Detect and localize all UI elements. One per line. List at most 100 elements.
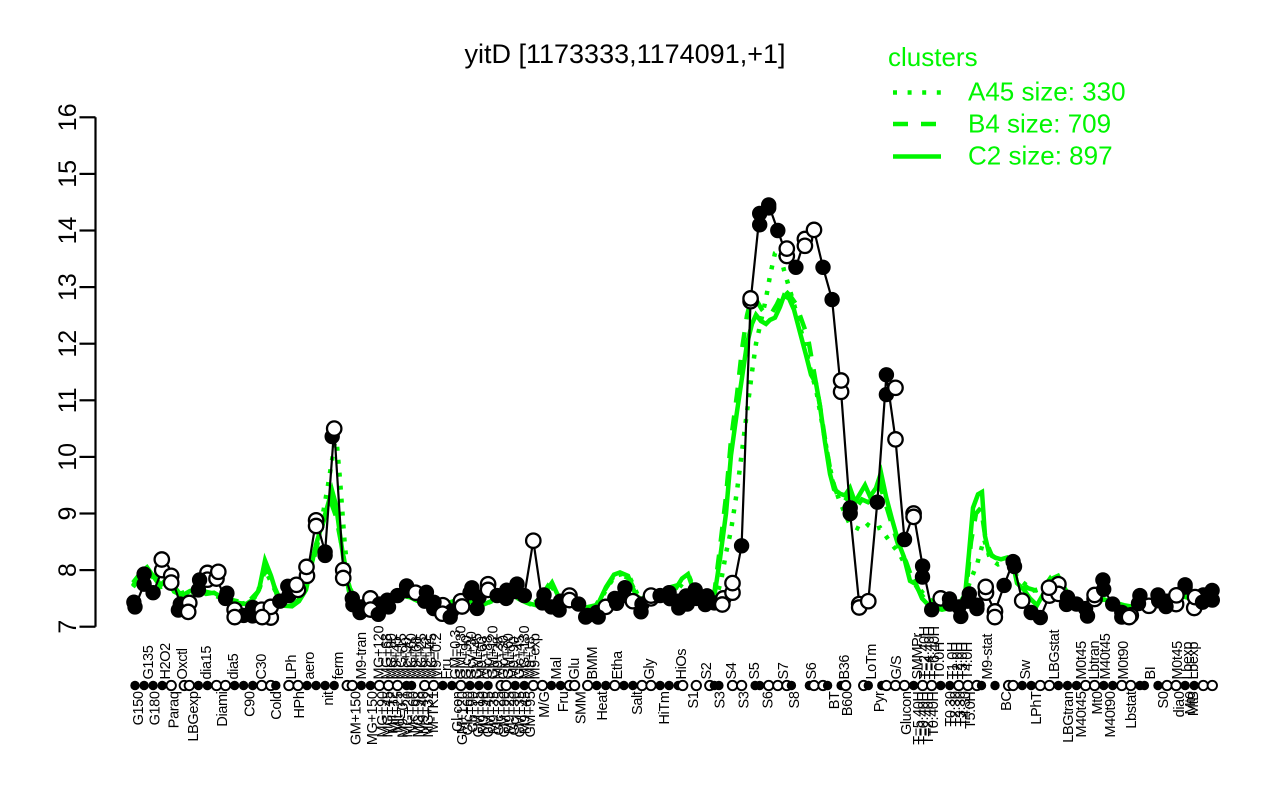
svg-text:Mlt+25: Mlt+25: [391, 691, 407, 733]
svg-text:Gly: Gly: [642, 658, 658, 680]
svg-text:Lbtran: Lbtran: [1087, 640, 1103, 679]
svg-text:MG+45: MG+45: [424, 633, 440, 679]
svg-text:Gl-con: Gl-con: [450, 691, 466, 732]
svg-text:S5: S5: [747, 662, 763, 679]
svg-text:M9+45: M9+45: [389, 636, 405, 679]
svg-text:11: 11: [54, 387, 82, 413]
svg-text:GM+150: GM+150: [349, 691, 365, 745]
svg-text:T=2.40H: T=2.40H: [921, 692, 937, 745]
svg-text:14: 14: [54, 217, 82, 245]
svg-text:Mc+90: Mc+90: [399, 637, 415, 679]
svg-text:MG+150: MG+150: [365, 691, 381, 745]
svg-text:SMM: SMM: [574, 692, 590, 725]
svg-text:M9+28: M9+28: [491, 636, 507, 679]
svg-text:Mal: Mal: [549, 657, 565, 679]
svg-text:15: 15: [54, 160, 82, 188]
svg-text:Mt0: Mt0: [1090, 691, 1106, 714]
svg-text:LBGexp: LBGexp: [186, 691, 202, 741]
svg-text:Glucon: Glucon: [899, 691, 915, 735]
svg-text:16: 16: [54, 103, 82, 131]
svg-text:Gcv+30: Gcv+30: [464, 631, 480, 679]
svg-text:T0.0H: T0.0H: [932, 642, 948, 680]
svg-text:LPh: LPh: [284, 655, 300, 680]
svg-text:Sw: Sw: [1018, 659, 1034, 679]
svg-text:BT: BT: [827, 691, 843, 709]
svg-text:GM+15: GM+15: [471, 691, 487, 737]
svg-text:H2O2: H2O2: [158, 643, 174, 680]
svg-text:Heat: Heat: [595, 691, 611, 720]
svg-text:M9+12: M9+12: [419, 636, 435, 679]
svg-text:GM+120: GM+120: [485, 626, 501, 680]
svg-text:10: 10: [54, 443, 82, 471]
svg-text:BI: BI: [1143, 667, 1159, 680]
svg-text:MG+15: MG+15: [394, 633, 410, 679]
svg-text:M9-stat: M9-stat: [980, 634, 996, 680]
svg-text:Glc+45: Glc+45: [512, 635, 528, 679]
svg-text:MG+45: MG+45: [380, 691, 396, 737]
svg-text:M40t45: M40t45: [1098, 633, 1114, 679]
svg-text:S3: S3: [737, 691, 753, 708]
svg-text:MG+90: MG+90: [375, 691, 391, 737]
svg-text:S6: S6: [761, 691, 777, 708]
svg-text:dia0: dia0: [1172, 691, 1188, 717]
svg-text:M9+35: M9+35: [486, 691, 502, 734]
svg-text:Gci+30: Gci+30: [507, 691, 523, 735]
svg-text:9: 9: [54, 507, 82, 521]
svg-text:LoTm: LoTm: [864, 644, 880, 680]
svg-text:Fru: Fru: [556, 691, 572, 712]
svg-text:Glc+90: Glc+90: [459, 635, 475, 679]
svg-text:T=2.40H: T=2.40H: [917, 626, 933, 679]
svg-text:Cb+90: Cb+90: [466, 691, 482, 732]
svg-text:M40t90: M40t90: [1103, 691, 1119, 737]
svg-text:Glu: Glu: [567, 658, 583, 680]
svg-text:M9=0.2: M9=0.2: [429, 633, 445, 680]
svg-text:T2.0H: T2.0H: [950, 642, 966, 680]
svg-text:M9+90: M9+90: [507, 636, 523, 679]
svg-text:MG+120: MG+120: [372, 626, 388, 680]
svg-text:ferm: ferm: [331, 652, 347, 680]
svg-text:HiOs: HiOs: [674, 649, 690, 680]
svg-text:MG+130: MG+130: [517, 626, 533, 680]
svg-text:T2.30: T2.30: [948, 691, 964, 726]
svg-text:GM+35: GM+35: [512, 691, 528, 737]
svg-text:M0t45: M0t45: [1170, 641, 1186, 680]
svg-text:Lbexp: Lbexp: [1186, 642, 1202, 680]
svg-text:Mt0: Mt0: [1183, 691, 1199, 714]
svg-text:Glc+88: Glc+88: [480, 635, 496, 679]
svg-text:S4: S4: [724, 662, 740, 679]
svg-text:T3.0H: T3.0H: [955, 642, 971, 680]
svg-text:S6: S6: [804, 662, 820, 679]
svg-text:M9-tran: M9-tran: [354, 632, 370, 679]
svg-text:MG+90: MG+90: [384, 633, 400, 679]
svg-text:T=4.40H: T=4.40H: [922, 626, 938, 679]
svg-text:M40t45: M40t45: [1074, 691, 1090, 737]
svg-text:MtB: MtB: [1186, 692, 1202, 717]
svg-text:Etha: Etha: [610, 650, 626, 680]
svg-text:MG+98: MG+98: [411, 691, 427, 737]
svg-text:M0t45: M0t45: [1074, 641, 1090, 680]
svg-text:Salt: Salt: [630, 691, 646, 715]
svg-text:C90: C90: [243, 691, 259, 717]
svg-text:nit: nit: [321, 691, 337, 705]
svg-text:GM+120: GM+120: [455, 691, 471, 745]
svg-text:LBGstat: LBGstat: [1047, 630, 1063, 680]
svg-text:13: 13: [54, 273, 82, 301]
svg-text:SMMPr: SMMPr: [910, 633, 926, 680]
svg-text:M9+90: M9+90: [476, 691, 492, 734]
svg-text:Fru: Fru: [439, 659, 455, 680]
svg-text:dia5: dia5: [226, 653, 242, 679]
svg-text:Glc+30: Glc+30: [496, 635, 512, 679]
svg-text:MG+60: MG+60: [404, 633, 420, 679]
svg-text:M-TK1: M-TK1: [426, 691, 442, 733]
svg-text:aero: aero: [302, 652, 318, 680]
svg-text:T=5.40H: T=5.40H: [911, 692, 927, 745]
svg-text:S7: S7: [776, 662, 792, 679]
svg-text:M9+18: M9+18: [522, 636, 538, 679]
svg-text:M9+60: M9+60: [475, 636, 491, 679]
svg-text:HiTm: HiTm: [657, 691, 673, 724]
svg-text:M9+45: M9+45: [518, 691, 534, 734]
svg-text:M9+25: M9+25: [502, 691, 518, 734]
svg-text:12: 12: [54, 330, 82, 358]
svg-text:G/S: G/S: [889, 656, 905, 680]
svg-text:S8: S8: [787, 691, 803, 708]
